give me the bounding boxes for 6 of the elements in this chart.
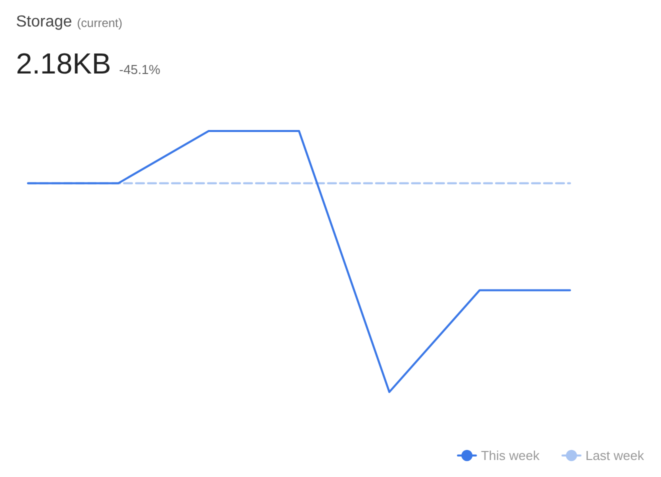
chart-title: Storage (16, 14, 72, 30)
legend-label: Last week (585, 448, 644, 463)
text: -45.1% (119, 62, 161, 77)
legend-label: This week (480, 448, 540, 463)
chart-subtitle: (current) (77, 16, 122, 30)
text: 2.18KB (16, 48, 112, 80)
